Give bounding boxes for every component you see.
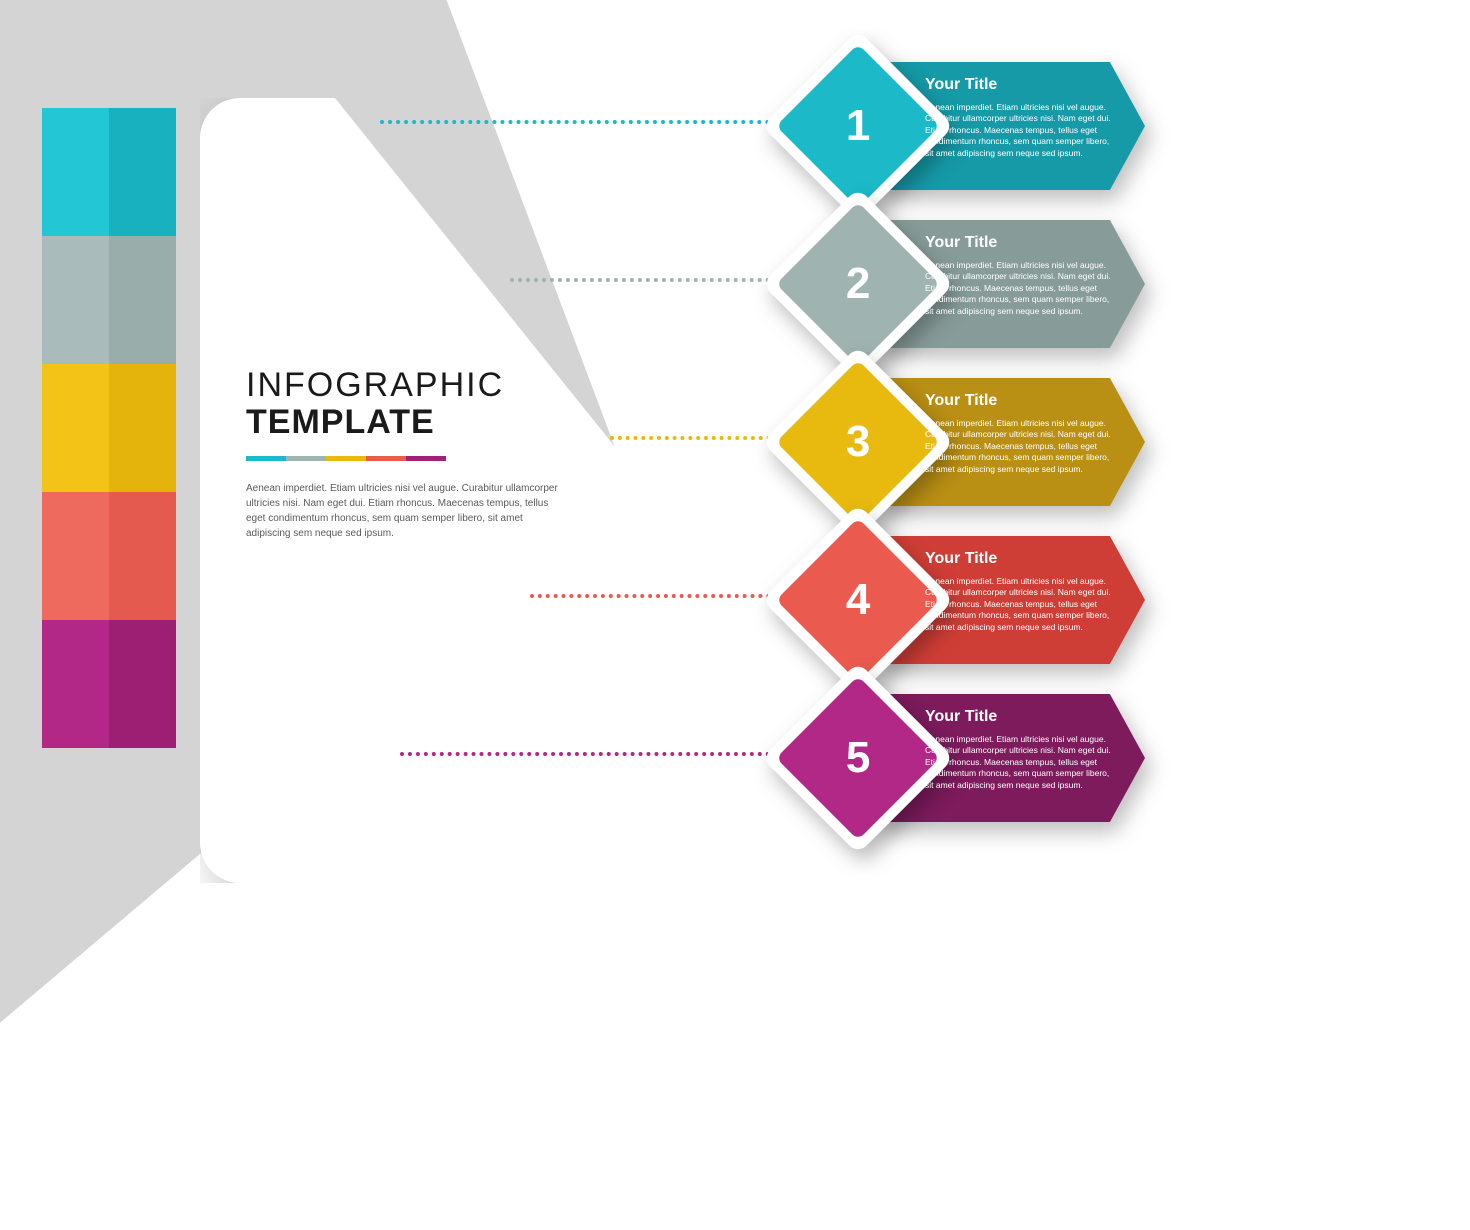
- step-title: Your Title: [925, 234, 1115, 252]
- step-body: Aenean imperdiet. Etiam ultricies nisi v…: [925, 734, 1115, 791]
- step-title: Your Title: [925, 708, 1115, 726]
- color-bar-seg-3: [326, 456, 366, 461]
- step-number: 4: [846, 575, 870, 625]
- step-number: 5: [846, 733, 870, 783]
- step-2: 2 Your Title Aenean imperdiet. Etiam ultri…: [790, 220, 1150, 348]
- swatch-left: [42, 364, 109, 492]
- header-line-1: INFOGRAPHIC: [246, 366, 566, 405]
- palette-row-5: [42, 620, 176, 748]
- step-4: 4 Your Title Aenean imperdiet. Etiam ultri…: [790, 536, 1150, 664]
- step-text: Your Title Aenean imperdiet. Etiam ultric…: [925, 550, 1115, 633]
- swatch-right: [109, 492, 176, 620]
- step-number: 1: [846, 101, 870, 151]
- main-card-content: INFOGRAPHIC TEMPLATE Aenean imperdiet. E…: [246, 366, 566, 541]
- palette-row-4: [42, 492, 176, 620]
- connector-1: [380, 120, 810, 124]
- step-text: Your Title Aenean imperdiet. Etiam ultric…: [925, 234, 1115, 317]
- color-bar-seg-2: [286, 456, 326, 461]
- swatch-right: [109, 108, 176, 236]
- color-bar-seg-5: [406, 456, 446, 461]
- palette-row-3: [42, 364, 176, 492]
- infographic-canvas: INFOGRAPHIC TEMPLATE Aenean imperdiet. E…: [0, 0, 1470, 980]
- connector-2: [510, 278, 810, 282]
- step-title: Your Title: [925, 392, 1115, 410]
- step-3: 3 Your Title Aenean imperdiet. Etiam ultri…: [790, 378, 1150, 506]
- swatch-left: [42, 236, 109, 364]
- step-body: Aenean imperdiet. Etiam ultricies nisi v…: [925, 576, 1115, 633]
- header-intro-text: Aenean imperdiet. Etiam ultricies nisi v…: [246, 481, 566, 541]
- header-color-bar: [246, 456, 566, 461]
- step-body: Aenean imperdiet. Etiam ultricies nisi v…: [925, 418, 1115, 475]
- step-diamond: 2: [790, 216, 926, 352]
- step-title: Your Title: [925, 550, 1115, 568]
- swatch-right: [109, 620, 176, 748]
- connector-5: [400, 752, 810, 756]
- palette-row-2: [42, 236, 176, 364]
- swatch-left: [42, 492, 109, 620]
- step-number: 3: [846, 417, 870, 467]
- step-body: Aenean imperdiet. Etiam ultricies nisi v…: [925, 260, 1115, 317]
- step-1: 1 Your Title Aenean imperdiet. Etiam ultri…: [790, 62, 1150, 190]
- step-text: Your Title Aenean imperdiet. Etiam ultric…: [925, 76, 1115, 159]
- palette-row-1: [42, 108, 176, 236]
- step-number: 2: [846, 259, 870, 309]
- step-diamond: 1: [790, 58, 926, 194]
- step-diamond: 3: [790, 374, 926, 510]
- step-title: Your Title: [925, 76, 1115, 94]
- step-text: Your Title Aenean imperdiet. Etiam ultric…: [925, 708, 1115, 791]
- step-text: Your Title Aenean imperdiet. Etiam ultric…: [925, 392, 1115, 475]
- swatch-left: [42, 620, 109, 748]
- color-bar-seg-1: [246, 456, 286, 461]
- header-line-2: TEMPLATE: [246, 403, 566, 442]
- step-diamond: 4: [790, 532, 926, 668]
- color-palette: [42, 108, 176, 748]
- step-diamond: 5: [790, 690, 926, 826]
- step-body: Aenean imperdiet. Etiam ultricies nisi v…: [925, 102, 1115, 159]
- main-triangle-card: INFOGRAPHIC TEMPLATE Aenean imperdiet. E…: [200, 98, 650, 883]
- swatch-right: [109, 364, 176, 492]
- step-5: 5 Your Title Aenean imperdiet. Etiam ultri…: [790, 694, 1150, 822]
- color-bar-seg-4: [366, 456, 406, 461]
- swatch-left: [42, 108, 109, 236]
- swatch-right: [109, 236, 176, 364]
